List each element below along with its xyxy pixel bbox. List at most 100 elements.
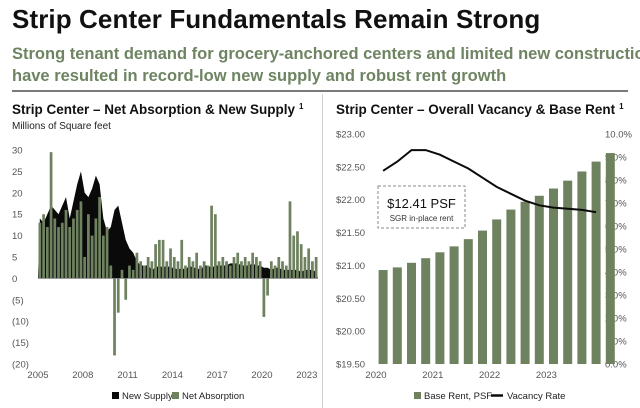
x-tick-label: 2011 (117, 370, 137, 381)
net-absorption-bar (191, 261, 195, 279)
net-absorption-bar (75, 209, 79, 279)
net-absorption-bar (135, 252, 139, 279)
x-tick-label: 2020 (251, 370, 272, 381)
net-absorption-bar (240, 261, 243, 279)
left-chart-footnote: 1 (299, 102, 304, 111)
net-absorption-bar (311, 261, 314, 279)
annotation-label: SGR in-place rent (390, 214, 454, 223)
net-absorption-bar (255, 257, 258, 279)
legend-swatch-new-supply (112, 392, 119, 399)
net-absorption-bar (281, 261, 284, 279)
net-absorption-bar (210, 205, 213, 279)
y-tick-label: 30 (12, 146, 23, 157)
base-rent-bar (478, 230, 487, 364)
net-absorption-bar (225, 261, 228, 279)
base-rent-bar (506, 209, 516, 364)
x-tick-label: 2020 (365, 370, 386, 381)
net-absorption-bar (172, 257, 176, 279)
legend-label-vacancy: Vacancy Rate (507, 391, 565, 402)
net-absorption-bar (146, 257, 150, 279)
y-right-tick-label: 6.0% (605, 222, 627, 233)
left-legend: New Supply Net Absorption (112, 391, 244, 402)
annotation-value: $12.41 PSF (387, 196, 456, 211)
base-rent-bar (392, 267, 402, 364)
net-absorption-bar (94, 218, 98, 279)
net-absorption-bar (232, 257, 236, 279)
right-chart-title: Strip Center – Overall Vacancy & Base Re… (336, 102, 624, 117)
y-left-tick-label: $21.00 (336, 261, 365, 272)
net-absorption-bar (299, 244, 303, 279)
net-absorption-bar (79, 201, 83, 279)
net-absorption-bar (228, 265, 232, 279)
subtitle-line-1: Strong tenant demand for grocery-anchore… (12, 45, 640, 63)
y-tick-label: 25 (12, 167, 23, 178)
y-right-tick-label: 9.0% (605, 153, 627, 164)
base-rent-bar (563, 180, 573, 364)
net-absorption-bar (314, 257, 318, 279)
right-chart-footnote: 1 (619, 102, 624, 111)
vacancy-rate-line (382, 149, 597, 214)
rent-annotation: $12.41 PSF SGR in-place rent (377, 185, 466, 229)
base-rent-bar (520, 201, 530, 364)
net-absorption-bar (251, 252, 255, 279)
base-rent-bar (435, 252, 445, 364)
base-rent-bar (591, 161, 601, 364)
base-rent-bar (378, 270, 388, 364)
net-absorption-bar (49, 152, 53, 279)
y-right-tick-label: 10.0% (605, 130, 632, 141)
net-absorption-bar (269, 261, 273, 279)
base-rent-bar (463, 239, 473, 364)
net-absorption-bar (101, 235, 105, 279)
y-right-tick-label: 3.0% (605, 291, 627, 302)
y-left-tick-label: $22.50 (336, 162, 365, 173)
page-subtitle: Strong tenant demand for grocery-anchore… (12, 43, 640, 87)
net-absorption-bar (150, 261, 154, 279)
y-left-tick-label: $22.00 (336, 195, 365, 206)
net-absorption-bar (68, 227, 72, 279)
left-chart-ylabel: Millions of Square feet (12, 121, 111, 132)
net-absorption-bar (217, 261, 221, 279)
legend-label-net-absorption: Net Absorption (182, 391, 244, 402)
net-absorption-bar (165, 261, 169, 279)
net-absorption-bar (262, 278, 266, 317)
net-absorption-bar (213, 214, 217, 279)
net-absorption-bar (184, 265, 187, 279)
net-absorption-bar (273, 265, 277, 279)
absorption-supply-chart: Strip Center – Net Absorption & New Supp… (12, 102, 318, 402)
net-absorption-bar (105, 227, 109, 279)
base-rent-bar (577, 171, 587, 364)
x-tick-label: 2021 (422, 370, 443, 381)
base-rent-bar (549, 188, 558, 364)
y-tick-label: 15 (12, 210, 23, 221)
net-absorption-bar (199, 265, 202, 279)
net-absorption-bar (72, 218, 75, 279)
y-tick-label: (10) (12, 317, 29, 328)
legend-label-base-rent: Base Rent, PSF (424, 391, 492, 402)
y-right-tick-label: 8.0% (605, 176, 627, 187)
base-rent-bar (492, 219, 502, 364)
net-absorption-bar (169, 248, 172, 279)
net-absorption-bar (187, 257, 191, 279)
net-absorption-bar (128, 265, 131, 279)
net-absorption-bar (64, 209, 68, 279)
y-tick-label: 5 (12, 253, 17, 264)
net-absorption-bar (120, 269, 124, 279)
net-absorption-bar (113, 278, 116, 356)
net-absorption-bar (243, 257, 247, 279)
y-tick-label: (20) (12, 360, 29, 371)
net-absorption-bar (161, 239, 165, 279)
vacancy-rent-chart: Strip Center – Overall Vacancy & Base Re… (336, 102, 632, 402)
net-absorption-bar (288, 201, 292, 279)
net-absorption-bar (90, 235, 94, 279)
x-tick-label: 2008 (72, 370, 93, 381)
subtitle-line-2: have resulted in record-low new supply a… (12, 67, 507, 85)
net-absorption-bar (284, 265, 288, 279)
left-chart-title: Strip Center – Net Absorption & New Supp… (12, 102, 304, 117)
net-absorption-bar (157, 239, 161, 279)
y-right-tick-label: 5.0% (605, 245, 627, 256)
x-tick-label: 2023 (536, 370, 557, 381)
net-absorption-bar (124, 278, 128, 300)
x-tick-label: 2014 (162, 370, 183, 381)
net-absorption-bar (53, 218, 57, 279)
net-absorption-bar (143, 265, 146, 279)
